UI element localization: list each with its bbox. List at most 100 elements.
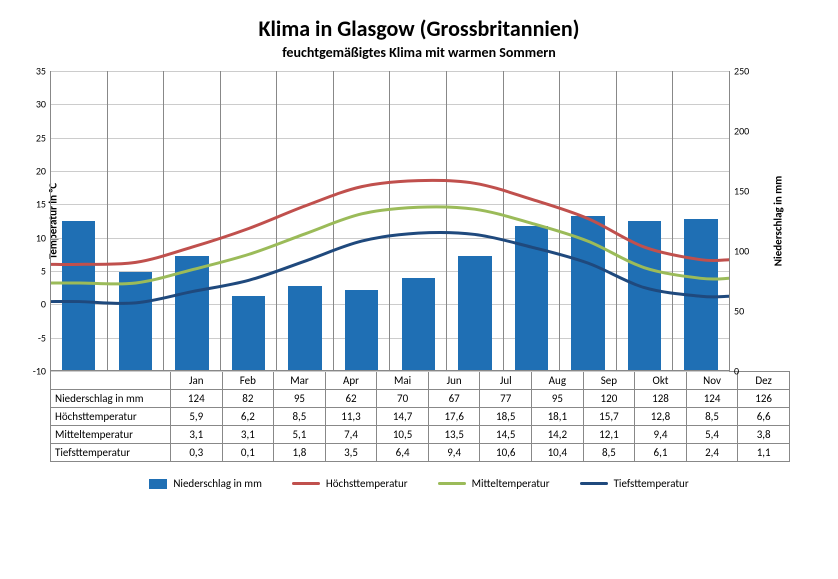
data-cell: 70 xyxy=(377,390,429,407)
table-row: Tiefsttemperatur0,30,11,83,56,49,410,610… xyxy=(51,443,789,461)
data-cell: 9,4 xyxy=(635,426,687,443)
month-header-cell: Dez xyxy=(738,372,789,389)
plot-wrap: Temperatur in °C -10-505101520253035 050… xyxy=(20,71,818,371)
tiefst-line xyxy=(51,232,729,303)
month-header-cell: Aug xyxy=(532,372,584,389)
legend-label: Niederschlag in mm xyxy=(173,477,262,490)
y-tick-right: 150 xyxy=(734,185,749,198)
data-cell: 18,5 xyxy=(480,408,532,425)
data-cell: 82 xyxy=(223,390,275,407)
chart-title: Klima in Glasgow (Grossbritannien) xyxy=(20,15,818,42)
legend-item: Mitteltemperatur xyxy=(438,477,550,490)
y-tick-left: 10 xyxy=(36,231,46,244)
y-tick-left: 30 xyxy=(36,98,46,111)
data-cell: 12,1 xyxy=(584,426,636,443)
data-cell: 77 xyxy=(480,390,532,407)
data-cell: 3,5 xyxy=(326,444,378,461)
month-header-cell: Sep xyxy=(584,372,636,389)
data-cell: 10,4 xyxy=(532,444,584,461)
y-tick-right: 0 xyxy=(734,365,739,378)
y-tick-right: 100 xyxy=(734,245,749,258)
data-cell: 6,6 xyxy=(738,408,789,425)
month-header-cell: Nov xyxy=(687,372,739,389)
legend-bar-icon xyxy=(149,479,167,489)
data-cell: 1,1 xyxy=(738,444,789,461)
climate-chart: Klima in Glasgow (Grossbritannien) feuch… xyxy=(0,0,838,579)
data-cell: 14,7 xyxy=(377,408,429,425)
data-cell: 95 xyxy=(274,390,326,407)
y-tick-right: 200 xyxy=(734,125,749,138)
data-cell: 3,1 xyxy=(223,426,275,443)
data-cell: 3,1 xyxy=(171,426,223,443)
y-tick-right: 50 xyxy=(734,305,744,318)
legend-label: Höchsttemperatur xyxy=(326,477,408,490)
data-cell: 8,5 xyxy=(274,408,326,425)
y-tick-left: -5 xyxy=(38,331,46,344)
data-cell: 7,4 xyxy=(326,426,378,443)
data-cell: 8,5 xyxy=(584,444,636,461)
row-label: Höchsttemperatur xyxy=(51,408,171,425)
data-table: Niederschlag in mm1248295627067779512012… xyxy=(50,389,790,462)
y-tick-left: 15 xyxy=(36,198,46,211)
data-cell: 67 xyxy=(429,390,481,407)
legend-label: Mitteltemperatur xyxy=(472,477,550,490)
month-header-cell: Okt xyxy=(635,372,687,389)
y-ticks-right: 050100150200250 xyxy=(730,71,760,371)
data-cell: 10,5 xyxy=(377,426,429,443)
data-cell: 2,4 xyxy=(687,444,739,461)
row-label: Tiefsttemperatur xyxy=(51,444,171,461)
y-tick-left: 0 xyxy=(41,298,46,311)
x-axis-header: JanFebMarAprMaiJunJulAugSepOktNovDez xyxy=(50,371,790,389)
data-cell: 6,2 xyxy=(223,408,275,425)
hoechst-line xyxy=(51,180,729,264)
data-cell: 3,8 xyxy=(738,426,789,443)
data-cell: 62 xyxy=(326,390,378,407)
data-cell: 13,5 xyxy=(429,426,481,443)
data-cell: 18,1 xyxy=(532,408,584,425)
month-header-cell: Mar xyxy=(274,372,326,389)
month-header-cell: Jan xyxy=(171,372,223,389)
data-cell: 17,6 xyxy=(429,408,481,425)
data-cell: 5,9 xyxy=(171,408,223,425)
data-cell: 124 xyxy=(171,390,223,407)
month-header-cells: JanFebMarAprMaiJunJulAugSepOktNovDez xyxy=(171,372,789,389)
data-cell: 95 xyxy=(532,390,584,407)
month-header-cell: Mai xyxy=(377,372,429,389)
legend-label: Tiefsttemperatur xyxy=(614,477,689,490)
row-label: Mitteltemperatur xyxy=(51,426,171,443)
y-tick-left: 5 xyxy=(41,265,46,278)
data-cell: 10,6 xyxy=(480,444,532,461)
legend: Niederschlag in mm Höchsttemperatur Mittel… xyxy=(20,477,818,490)
y-tick-left: 25 xyxy=(36,131,46,144)
data-cell: 6,4 xyxy=(377,444,429,461)
data-cell: 14,2 xyxy=(532,426,584,443)
data-cell: 120 xyxy=(584,390,636,407)
data-cell: 12,8 xyxy=(635,408,687,425)
y-axis-label-right: Niederschlag in mm xyxy=(771,176,784,266)
legend-line-icon xyxy=(580,482,608,485)
data-cell: 8,5 xyxy=(687,408,739,425)
y-tick-left: 35 xyxy=(36,65,46,78)
month-header-cell: Apr xyxy=(326,372,378,389)
month-header-cell: Jun xyxy=(429,372,481,389)
y-tick-right: 250 xyxy=(734,65,749,78)
legend-item: Niederschlag in mm xyxy=(149,477,262,490)
mittel-line xyxy=(51,207,729,284)
plot-area xyxy=(50,71,730,371)
month-header-cell: Jul xyxy=(480,372,532,389)
data-cell: 1,8 xyxy=(274,444,326,461)
table-row: Niederschlag in mm1248295627067779512012… xyxy=(51,389,789,407)
data-cell: 126 xyxy=(738,390,789,407)
chart-subtitle: feuchtgemäßigtes Klima mit warmen Sommer… xyxy=(20,44,818,61)
data-cell: 128 xyxy=(635,390,687,407)
legend-line-icon xyxy=(438,482,466,485)
month-header-cell: Feb xyxy=(223,372,275,389)
y-tick-left: 20 xyxy=(36,165,46,178)
legend-item: Tiefsttemperatur xyxy=(580,477,689,490)
data-cell: 5,4 xyxy=(687,426,739,443)
data-cell: 5,1 xyxy=(274,426,326,443)
data-cell: 14,5 xyxy=(480,426,532,443)
legend-item: Höchsttemperatur xyxy=(292,477,408,490)
table-row: Mitteltemperatur3,13,15,17,410,513,514,5… xyxy=(51,425,789,443)
data-cell: 0,3 xyxy=(171,444,223,461)
